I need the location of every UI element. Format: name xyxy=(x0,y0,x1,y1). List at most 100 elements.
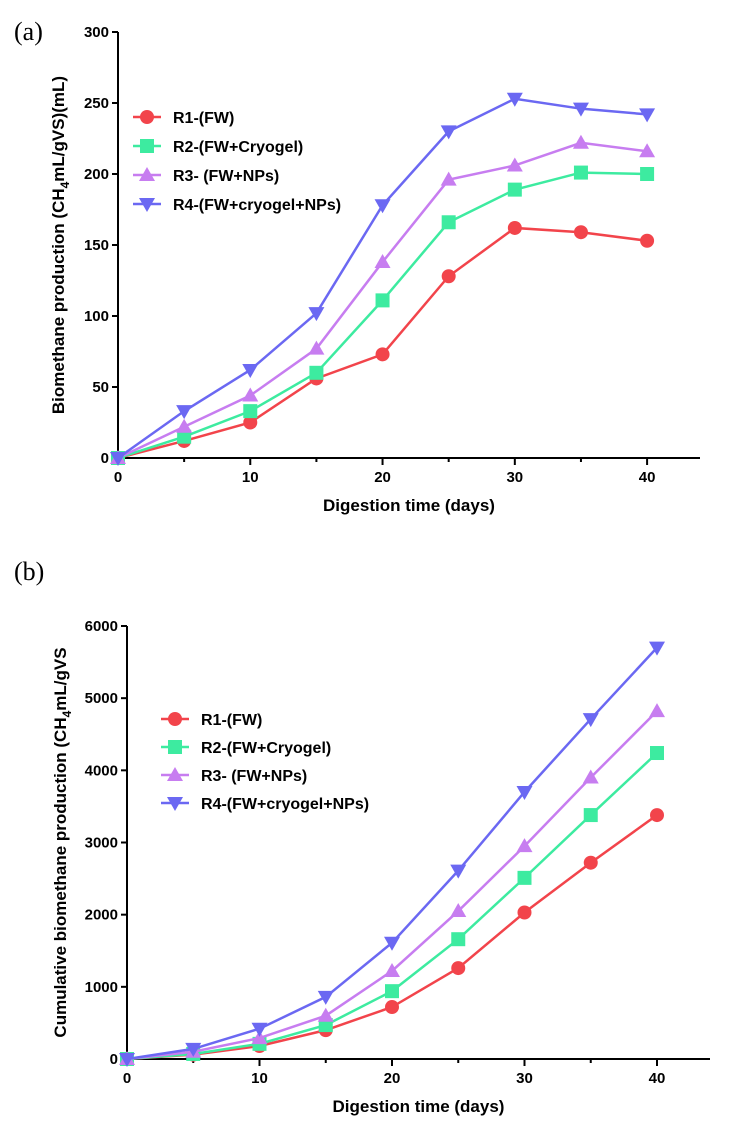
x-axis-title: Digestion time (days) xyxy=(333,1097,505,1116)
legend-label: R4-(FW+cryogel+NPs) xyxy=(173,197,341,214)
legend-label: R2-(FW+Cryogel) xyxy=(173,139,303,156)
data-point xyxy=(572,134,589,149)
data-point xyxy=(583,808,598,823)
legend-marker xyxy=(139,167,155,181)
data-point xyxy=(243,415,258,430)
data-point xyxy=(582,769,599,784)
x-tick-label: 10 xyxy=(251,1070,268,1087)
data-point xyxy=(650,746,664,761)
y-tick-label: 50 xyxy=(92,379,109,396)
legend: R1-(FW) R2-(FW+Cryogel) R3- (FW+NPs) R4-(FW… xyxy=(133,110,341,214)
legend-marker xyxy=(140,110,154,124)
data-point xyxy=(517,905,532,920)
legend: R1-(FW) R2-(FW+Cryogel) R3- (FW+NPs) R4-(FW… xyxy=(161,712,369,813)
y-tick-label: 200 xyxy=(84,166,109,183)
y-axis-title: Biomethane production (CH4mL/gVS)(mL) xyxy=(49,76,72,414)
x-tick-label: 40 xyxy=(649,1070,666,1087)
y-axis-title-subscript: 4 xyxy=(60,710,74,717)
y-tick-label: 300 xyxy=(84,24,109,41)
data-point xyxy=(451,932,466,947)
legend-label: R2-(FW+Cryogel) xyxy=(201,740,331,757)
data-point xyxy=(375,347,390,362)
data-point xyxy=(176,418,193,433)
data-point xyxy=(176,405,193,420)
data-point xyxy=(185,1042,202,1057)
legend-label: R1-(FW) xyxy=(173,110,234,127)
data-point xyxy=(242,387,259,402)
y-tick-label: 6000 xyxy=(85,618,118,635)
panel-label: (b) xyxy=(14,557,44,586)
y-axis-title: Cumulative biomethane production (CH4mL/… xyxy=(51,647,74,1037)
data-point xyxy=(451,961,466,976)
data-point xyxy=(441,215,456,230)
series-4 xyxy=(119,641,665,1067)
series-2 xyxy=(120,746,664,1066)
legend-label: R4-(FW+cryogel+NPs) xyxy=(201,796,369,813)
y-tick-label: 4000 xyxy=(85,762,118,779)
data-point xyxy=(242,363,259,378)
x-tick-label: 30 xyxy=(506,469,523,486)
legend-marker xyxy=(168,740,182,754)
x-tick-label: 0 xyxy=(123,1070,131,1087)
data-point xyxy=(385,1000,399,1015)
data-point xyxy=(374,254,391,269)
y-tick-label: 0 xyxy=(101,450,109,467)
data-point xyxy=(440,125,457,140)
series-4 xyxy=(110,92,656,466)
y-tick-label: 1000 xyxy=(85,979,118,996)
legend-marker xyxy=(139,198,155,212)
data-point xyxy=(507,220,522,235)
data-point xyxy=(640,167,655,181)
data-point xyxy=(317,1007,334,1022)
data-point xyxy=(507,182,522,197)
y-tick-label: 250 xyxy=(84,95,109,112)
data-point xyxy=(440,171,457,186)
data-point xyxy=(450,864,467,879)
series-3 xyxy=(110,134,656,464)
chart-panel-a: (a) 0 50 100 150 200 250 300 0 10 20 30 40 Digestion … xyxy=(14,17,700,515)
y-tick-label: 100 xyxy=(84,308,109,325)
data-point xyxy=(375,293,390,308)
data-point xyxy=(649,703,665,718)
y-tick-label: 150 xyxy=(84,237,109,254)
x-tick-label: 40 xyxy=(639,469,656,486)
data-point xyxy=(582,713,599,728)
legend-marker xyxy=(168,712,182,726)
data-point xyxy=(517,870,532,885)
x-tick-label: 10 xyxy=(242,469,259,486)
data-point xyxy=(385,984,399,999)
chart-panel-b: (b) 0 1000 2000 3000 4000 5000 6000 0 10 20 30 40 Dig… xyxy=(14,557,710,1116)
legend-label: R3- (FW+NPs) xyxy=(201,768,307,785)
data-point xyxy=(177,429,192,444)
data-point xyxy=(308,307,325,322)
data-point xyxy=(441,269,456,284)
data-point xyxy=(374,199,391,214)
panel-label: (a) xyxy=(14,17,43,46)
x-axis-title: Digestion time (days) xyxy=(323,496,495,515)
data-point xyxy=(506,157,523,172)
y-axis-title-part: Biomethane production (CH xyxy=(49,188,68,414)
data-point xyxy=(317,990,334,1005)
series-2 xyxy=(111,165,655,465)
y-axis-title-part: mL/gVS xyxy=(51,647,70,710)
data-point xyxy=(650,808,664,823)
data-point xyxy=(572,102,589,117)
y-axis-title-subscript: 4 xyxy=(58,181,72,188)
data-point xyxy=(251,1030,268,1045)
data-point xyxy=(384,936,400,951)
data-point xyxy=(516,785,533,800)
data-point xyxy=(516,838,533,853)
data-point xyxy=(649,641,665,656)
data-point xyxy=(506,92,523,107)
data-point xyxy=(384,962,400,977)
data-point xyxy=(573,225,588,240)
data-point xyxy=(639,108,656,123)
y-tick-label: 2000 xyxy=(85,907,118,924)
data-point xyxy=(450,903,467,918)
data-point xyxy=(573,165,588,180)
data-point xyxy=(110,452,126,466)
x-tick-label: 20 xyxy=(374,469,391,486)
legend-marker xyxy=(167,797,183,811)
y-tick-label: 5000 xyxy=(85,690,118,707)
